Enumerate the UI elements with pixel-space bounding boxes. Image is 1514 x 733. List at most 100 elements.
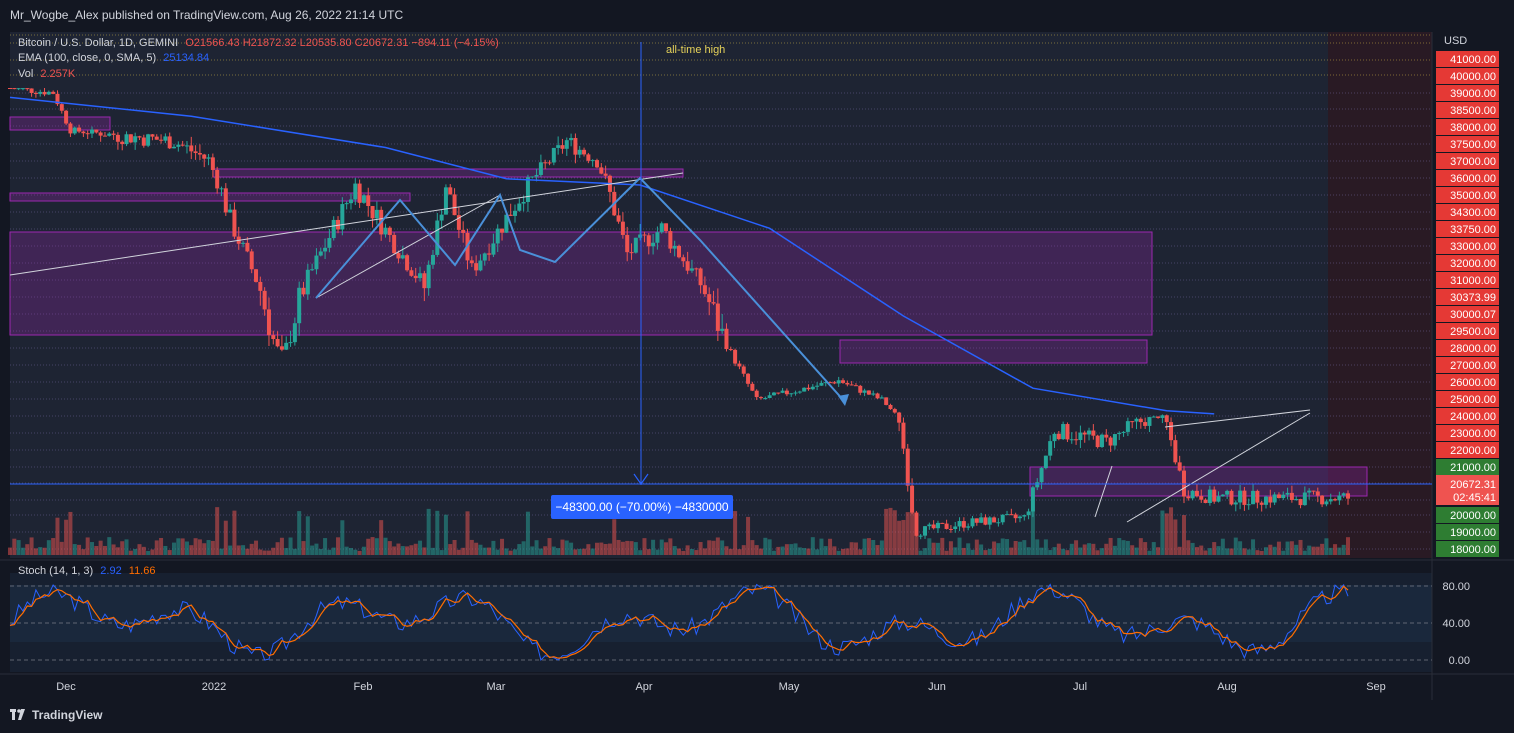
candle-body: [292, 323, 297, 343]
price-tag-bg: [1436, 136, 1499, 152]
candle-body: [1091, 430, 1096, 436]
price-axis-label: 30373.99: [1450, 292, 1496, 304]
candle-body: [866, 390, 871, 395]
candle-body: [1069, 439, 1074, 441]
candle-body: [1017, 516, 1022, 519]
candle-body: [793, 392, 798, 394]
candle-body: [815, 385, 820, 387]
volume-bar: [763, 537, 768, 555]
price-pane: [10, 32, 1432, 558]
trend-line: [1094, 465, 1113, 518]
price-axis-label: 29500.00: [1450, 326, 1496, 338]
candle-body: [1337, 495, 1342, 501]
volume-bar: [1017, 541, 1022, 555]
volume-bar: [1229, 548, 1234, 555]
candle-body: [547, 162, 552, 164]
candle-body: [871, 393, 876, 395]
volume-bar: [478, 544, 483, 555]
candle-body: [1030, 487, 1035, 512]
candle-body: [633, 237, 638, 253]
candle-body: [1147, 417, 1152, 426]
volume-bar: [430, 547, 435, 555]
volume-bar: [655, 549, 660, 555]
candle-body: [72, 127, 77, 134]
volume-bar: [461, 547, 466, 555]
volume-bar: [625, 540, 630, 555]
volume-bar: [1320, 543, 1325, 555]
volume-bar: [918, 550, 923, 555]
ema-legend[interactable]: EMA (100, close, 0, SMA, 5) 25134.84: [18, 52, 213, 64]
volume-bar: [590, 548, 595, 555]
candle-body: [1268, 496, 1273, 503]
candle-body: [38, 91, 43, 94]
candle-body: [133, 136, 138, 143]
volume-bar: [1000, 538, 1005, 555]
volume-bar: [875, 545, 880, 555]
price-tag-bg: [1436, 153, 1499, 169]
candle-body: [543, 162, 548, 164]
volume-bar: [525, 511, 530, 555]
candle-body: [271, 335, 276, 340]
volume-bar: [841, 548, 846, 555]
trend-line: [1126, 412, 1311, 523]
volume-bar: [465, 511, 470, 555]
volume-bar: [508, 550, 513, 555]
candle-body: [241, 242, 246, 244]
volume-bar: [275, 542, 280, 555]
candle-body: [620, 221, 625, 235]
candle-body: [228, 209, 233, 213]
candle-body: [910, 485, 915, 513]
volume-bar: [456, 549, 461, 555]
volume-bars: [8, 507, 1350, 555]
volume-bar: [638, 550, 643, 555]
candle-body: [1052, 433, 1057, 442]
candle-body: [1333, 499, 1338, 501]
volume-bar: [361, 546, 366, 555]
volume-legend[interactable]: Vol 2.257K: [18, 68, 79, 80]
volume-bar: [254, 540, 259, 555]
volume-bar: [888, 507, 893, 555]
candle-body: [184, 145, 189, 147]
candle-body: [1043, 455, 1048, 469]
candle-body: [340, 204, 345, 230]
candle-body: [996, 522, 1001, 524]
candle-body: [327, 238, 332, 248]
stoch-legend[interactable]: Stoch (14, 1, 3) 2.92 11.66: [18, 565, 159, 577]
volume-bar: [1333, 544, 1338, 555]
symbol-legend[interactable]: Bitcoin / U.S. Dollar, 1D, GEMINI O21566…: [18, 37, 503, 49]
candle-body: [1272, 494, 1277, 503]
time-axis-label: Aug: [1217, 681, 1237, 693]
candle-body: [512, 210, 517, 216]
price-tag-bg: [1436, 408, 1499, 424]
candle-body: [763, 398, 768, 400]
volume-bar: [193, 538, 198, 555]
volume-bar: [366, 538, 371, 555]
volume-bar: [124, 539, 129, 555]
volume-bar: [1190, 542, 1195, 555]
candle-body: [629, 252, 634, 254]
price-tag-bg: [1436, 323, 1499, 339]
volume-bar: [413, 543, 418, 555]
candle-body: [892, 409, 897, 413]
volume-bar: [344, 546, 349, 555]
candle-body: [1307, 490, 1312, 493]
zone-box: [9, 231, 1153, 336]
candle-body: [741, 366, 746, 374]
candle-body: [336, 219, 341, 230]
candle-body: [1169, 422, 1174, 441]
volume-bar: [348, 547, 353, 555]
volume-bar: [68, 511, 73, 555]
candle-body: [681, 257, 686, 262]
volume-bar: [1043, 539, 1048, 555]
candle-body: [409, 270, 414, 276]
candle-body: [638, 234, 643, 238]
volume-bar: [77, 544, 82, 555]
volume-bar: [711, 540, 716, 555]
volume-bar: [1013, 541, 1018, 555]
volume-bar: [51, 538, 56, 555]
volume-bar: [81, 549, 86, 555]
measure-label[interactable]: −48300.00 (−70.00%) −4830000: [551, 495, 733, 519]
footer-brand[interactable]: TradingView: [10, 708, 102, 722]
volume-bar: [469, 539, 474, 555]
